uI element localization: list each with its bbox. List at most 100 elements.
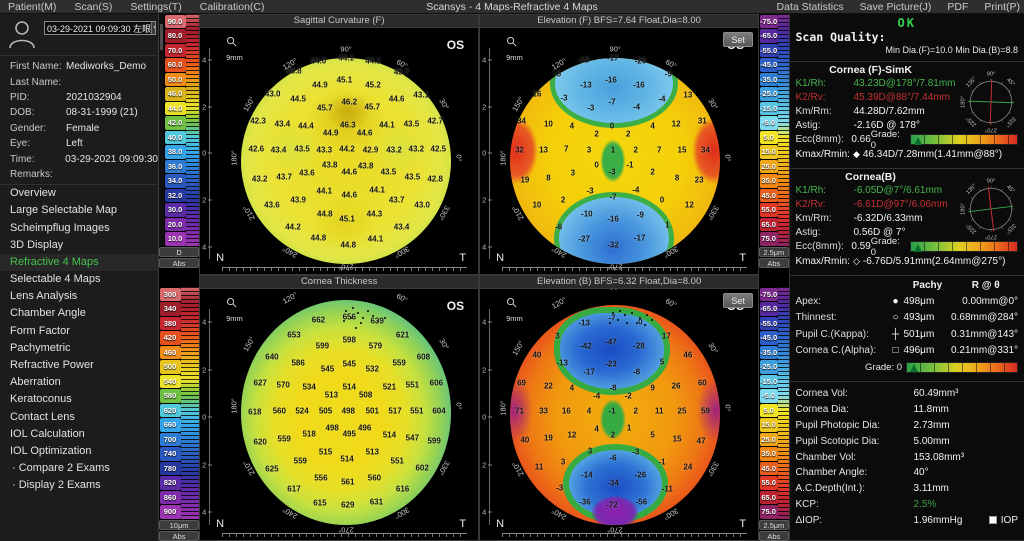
menu-item-data-statistics[interactable]: Data Statistics [776, 0, 844, 13]
menu-item-save-picture-j[interactable]: Save Picture(J) [859, 0, 932, 13]
section-title: Cornea(B) [845, 171, 896, 183]
scale-mode[interactable]: Abs [759, 258, 789, 268]
menu-item-pdf[interactable]: PDF [947, 0, 969, 13]
map-value: 44.1 [316, 186, 333, 196]
sidebar-item-pachymetric[interactable]: Pachymetric [10, 341, 71, 354]
set-bfs-button[interactable]: Set [723, 293, 754, 308]
sidebar-item-iol-calculation[interactable]: IOL Calculation [10, 427, 85, 440]
map-value: 45.1 [339, 214, 355, 224]
sidebar-item-chamber-angle[interactable]: Chamber Angle [10, 307, 86, 320]
menu-item-settings-t[interactable]: Settings(T) [130, 0, 182, 13]
map-value: 44.4 [298, 121, 314, 131]
x-axis [222, 267, 468, 272]
scale-value: -55.0 [759, 43, 778, 57]
menu-item-calibration-c[interactable]: Calibration(C) [199, 0, 265, 13]
scale-mode[interactable]: Abs [759, 531, 789, 541]
scale-mode[interactable]: Abs [159, 531, 200, 541]
sidebar-item-lens-analysis[interactable]: Lens Analysis [10, 290, 78, 303]
stat-value: 5.00mm [913, 435, 950, 447]
map-value: 0 [638, 317, 643, 327]
scale-value: 36.0 [164, 159, 186, 173]
scale-mode[interactable]: Abs [159, 258, 200, 268]
map-value: 496 [357, 423, 372, 433]
stat-value: 60.49mm³ [913, 388, 959, 400]
map-value: 43.8 [357, 161, 374, 171]
map-value: 627 [253, 378, 267, 388]
sidebar-item-display-2-exams[interactable]: · Display 2 Exams [12, 479, 101, 492]
map-value: 2 [560, 195, 566, 205]
scale-value: -5.0 [759, 116, 778, 130]
stat-row-kcp: KCP: 2.5% [796, 497, 1019, 513]
map-value: 42.6 [248, 144, 265, 154]
sidebar-item-3d-display[interactable]: 3D Display [10, 238, 64, 251]
map-value: -28 [633, 341, 645, 351]
menu-item-patient-m[interactable]: Patient(M) [8, 0, 57, 13]
grade-indicator: Grade: 0 [865, 361, 1019, 373]
eye-side-label: OS [446, 299, 465, 313]
map-value: -3 [556, 483, 564, 493]
scale-value: 15.0 [759, 145, 778, 159]
meridian-angle-label: 180° [498, 150, 508, 166]
measurement-dot [342, 319, 345, 322]
checkbox-icon[interactable] [988, 516, 997, 525]
scale-value: 660 [159, 418, 181, 432]
sidebar-item-large-selectable-map[interactable]: Large Selectable Map [10, 204, 118, 217]
map-value: 560 [272, 406, 286, 416]
map-value: -4 [632, 185, 640, 195]
sidebar-item-keratoconus[interactable]: Keratoconus [10, 393, 72, 406]
sidebar-item-iol-optimization[interactable]: IOL Optimization [10, 444, 92, 457]
iop-checkbox[interactable]: IOP [988, 515, 1018, 526]
x-axis [502, 533, 747, 538]
map-value: 43.6 [299, 168, 315, 178]
meridian-angle-label: 180° [498, 400, 508, 417]
svg-text:45°: 45° [1005, 77, 1015, 87]
measurement-dot [624, 314, 626, 317]
map-value: 560 [367, 473, 382, 483]
stat-row-cornea-dia: Cornea Dia: 11.8mm [796, 402, 1019, 418]
kmax-marker-icon: ◇ [852, 256, 860, 267]
map-value: 508 [358, 390, 373, 400]
sidebar-item-compare-2-exams[interactable]: · Compare 2 Exams [12, 462, 110, 475]
map-value: 45.1 [336, 75, 353, 85]
sidebar-item-selectable-4-maps[interactable]: Selectable 4 Maps [10, 273, 101, 286]
sidebar-item-scheimpflug-images[interactable]: Scheimpflug Images [10, 221, 110, 234]
map-value: 3 [587, 446, 593, 456]
sidebar-item-refractive-4-maps[interactable]: Refractive 4 Maps [0, 253, 158, 272]
sidebar-item-overview[interactable]: Overview [10, 187, 56, 200]
scale-value: 820 [159, 476, 181, 490]
map-value: 44.1 [369, 185, 385, 195]
grade-marker-triangle [910, 364, 919, 372]
scale-value: 60.0 [164, 58, 186, 72]
measurement-dot [376, 319, 379, 322]
menu-item-scan-s[interactable]: Scan(S) [74, 0, 113, 13]
map-value: -10 [581, 209, 593, 219]
kmax-value: 46.34D/7.28mm(1.41mm@88°) [862, 149, 1003, 161]
map-value: 2 [650, 167, 655, 177]
sidebar-item-contact-lens[interactable]: Contact Lens [10, 410, 75, 423]
sidebar-item-refractive-power[interactable]: Refractive Power [10, 359, 94, 371]
zoom-lens-icon: 9mm [226, 36, 248, 65]
map-value: 19 [520, 175, 530, 185]
grade-label: Grade: 0 [870, 235, 900, 258]
exam-selector[interactable]: 03-29-2021 09:09:30 左眼 ▼ [44, 21, 156, 35]
zoom-diameter-label: 9mm [226, 53, 243, 62]
sidebar-item-form-factor[interactable]: Form Factor [10, 324, 70, 337]
patient-field-eye: Eye: Left [0, 136, 158, 151]
map-value: 34 [701, 145, 710, 155]
scale-scrollbar[interactable] [159, 14, 164, 246]
topography-circle [510, 57, 721, 265]
meridian-angle-label: 90° [609, 44, 621, 54]
map-value: 44.6 [356, 128, 373, 138]
menu-left: Patient(M) Scan(S) Settings(T) Calibration(… [0, 1, 265, 13]
map-value: 3 [570, 168, 576, 178]
pachy-value: 501μm [903, 328, 935, 340]
chevron-down-icon[interactable]: ▼ [151, 22, 155, 34]
sidebar-item-aberration[interactable]: Aberration [10, 376, 61, 389]
axis-tick: 4 [482, 242, 493, 252]
meridian-angle-label: 30° [436, 96, 451, 111]
right-color-scales: -75.0 -65.0 -55.0 -45.0 -35.0 -25.0 -15.0 -5.0 5… [759, 14, 789, 541]
menu-item-print-p[interactable]: Print(P) [984, 0, 1020, 13]
map-value: -34 [607, 478, 619, 488]
set-bfs-button[interactable]: Set [723, 32, 754, 47]
map-value: -3 [586, 186, 594, 196]
